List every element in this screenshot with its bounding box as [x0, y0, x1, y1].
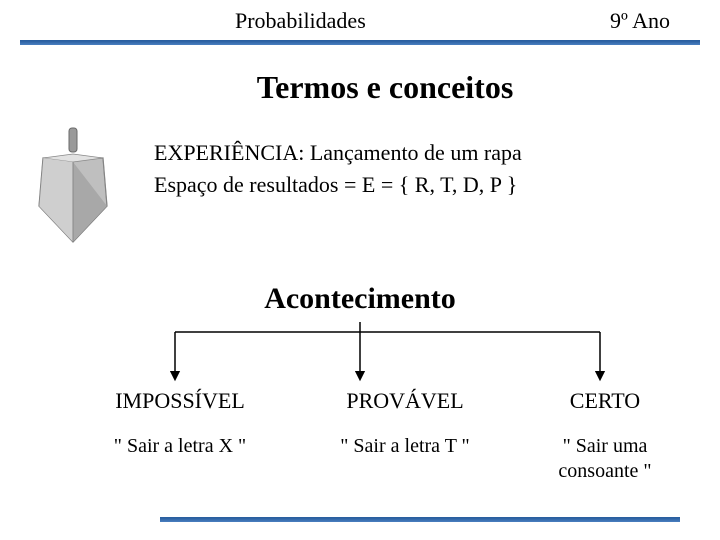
content-row: EXPERIÊNCIA: Lançamento de um rapa Espaç… — [0, 122, 720, 252]
experience-text: Lançamento de um rapa — [310, 140, 522, 165]
category-probable-example: " Sair a letra T " — [305, 434, 505, 459]
header-row: Probabilidades 9º Ano — [0, 8, 720, 34]
category-impossible-example: " Sair a letra X " — [80, 434, 280, 459]
experience-label: EXPERIÊNCIA: — [154, 140, 304, 165]
spinning-top-icon — [18, 122, 128, 252]
category-impossible: IMPOSSÍVEL " Sair a letra X " — [80, 388, 280, 484]
bottom-horizontal-rule — [160, 517, 680, 522]
category-certain-label: CERTO — [530, 388, 680, 414]
category-probable-label: PROVÁVEL — [305, 388, 505, 414]
category-impossible-label: IMPOSSÍVEL — [80, 388, 280, 414]
top-horizontal-rule — [20, 40, 700, 45]
experience-block: EXPERIÊNCIA: Lançamento de um rapa Espaç… — [128, 122, 522, 204]
sample-space: Espaço de resultados = E = { R, T, D, P … — [154, 172, 522, 198]
tree-lines-icon — [0, 318, 720, 388]
grade-label: 9º Ano — [610, 8, 670, 34]
experience-line: EXPERIÊNCIA: Lançamento de um rapa — [154, 140, 522, 166]
categories-row: IMPOSSÍVEL " Sair a letra X " PROVÁVEL "… — [0, 388, 720, 484]
subject-label: Probabilidades — [235, 8, 366, 34]
slide-title: Termos e conceitos — [0, 69, 720, 106]
category-certain-example: " Sair uma consoante " — [530, 434, 680, 484]
tree-diagram — [0, 318, 720, 388]
category-certain: CERTO " Sair uma consoante " — [530, 388, 680, 484]
section-heading: Acontecimento — [0, 282, 720, 316]
category-probable: PROVÁVEL " Sair a letra T " — [305, 388, 505, 484]
slide-header: Probabilidades 9º Ano — [0, 0, 720, 45]
